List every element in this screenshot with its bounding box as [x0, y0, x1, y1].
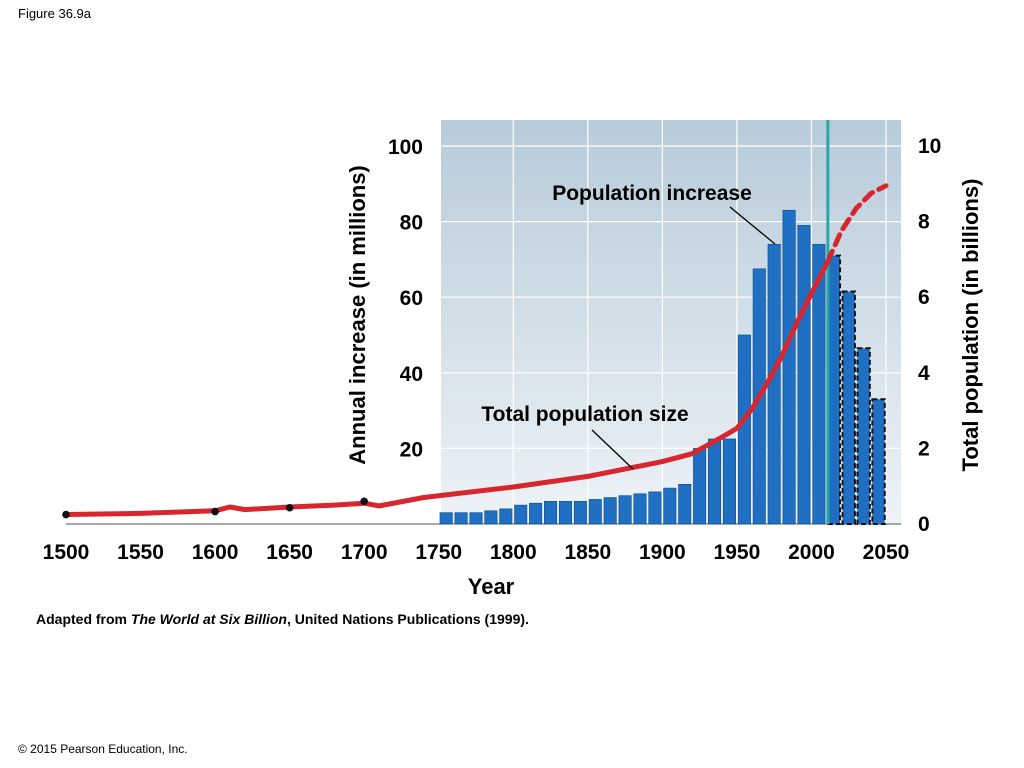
x-tick-label: 1500 — [43, 541, 90, 564]
source-note: Adapted from The World at Six Billion, U… — [36, 611, 529, 627]
bar — [484, 510, 498, 525]
x-tick-label: 2000 — [788, 541, 835, 564]
y-right-tick-label: 4 — [918, 362, 930, 385]
population-line — [63, 258, 831, 517]
bar — [797, 225, 811, 525]
projected-population-line — [825, 183, 889, 264]
x-tick-label: 1550 — [117, 541, 164, 564]
annotation-total-population: Total population size — [481, 403, 688, 426]
source-suffix: , United Nations Publications (1999). — [286, 611, 529, 627]
x-tick-label: 1600 — [192, 541, 239, 564]
figure-label: Figure 36.9a — [18, 6, 91, 21]
annotation-pointer-increase — [729, 206, 776, 245]
y-left-tick-label: 60 — [400, 287, 423, 310]
bar — [454, 512, 468, 525]
bar — [499, 508, 513, 525]
x-axis-label: Year — [468, 574, 515, 599]
bar — [529, 502, 543, 525]
x-tick-label: 1850 — [564, 541, 611, 564]
y-right-tick-label: 8 — [918, 211, 930, 234]
y-axis-right-label: Total population (in billions) — [958, 179, 983, 472]
bar — [812, 243, 826, 525]
y-left-tick-label: 20 — [400, 438, 423, 461]
bar — [514, 504, 528, 525]
bar — [618, 495, 632, 525]
estimate-point — [360, 497, 368, 506]
y-right-tick-label: 10 — [918, 135, 941, 158]
bar — [767, 243, 781, 525]
x-tick-label: 1950 — [714, 541, 761, 564]
projected-bar — [871, 398, 886, 526]
y-left-tick-label: 80 — [400, 212, 423, 235]
projected-bar — [856, 347, 871, 526]
y-axis-left-label: Annual increase (in millions) — [345, 165, 370, 465]
bar — [782, 209, 796, 525]
bar — [439, 512, 453, 525]
bar — [603, 497, 617, 525]
bar — [573, 501, 587, 525]
bar — [648, 491, 662, 525]
x-tick-label: 1650 — [266, 541, 313, 564]
estimate-point — [285, 503, 294, 512]
copyright: © 2015 Pearson Education, Inc. — [18, 742, 188, 756]
bar — [633, 493, 647, 525]
bar — [737, 334, 751, 525]
x-tick-label: 1900 — [639, 541, 686, 564]
y-right-tick-label: 2 — [918, 437, 930, 460]
source-prefix: Adapted from — [36, 611, 131, 627]
projected-bar — [826, 254, 842, 525]
x-tick-label: 1800 — [490, 541, 537, 564]
y-left-tick-label: 100 — [388, 136, 423, 159]
y-left-tick-label: 40 — [400, 363, 423, 386]
bar — [544, 501, 558, 525]
y-right-tick-label: 0 — [918, 513, 930, 536]
bar — [558, 501, 572, 525]
bar — [708, 438, 722, 525]
bar — [469, 512, 483, 525]
estimate-point — [62, 510, 70, 519]
x-tick-label: 1750 — [415, 541, 462, 564]
x-tick-label: 1700 — [341, 541, 388, 564]
bar — [588, 499, 602, 525]
projected-bar — [841, 290, 856, 525]
bar — [678, 484, 692, 525]
bar — [722, 438, 736, 525]
annotation-pointer-total — [591, 429, 634, 470]
bar — [663, 487, 677, 525]
source-title: The World at Six Billion — [130, 611, 287, 627]
bar — [693, 448, 707, 525]
x-tick-label: 2050 — [863, 541, 910, 564]
annotation-population-increase: Population increase — [552, 182, 752, 205]
estimate-point — [211, 507, 219, 516]
y-right-tick-label: 6 — [918, 286, 930, 309]
